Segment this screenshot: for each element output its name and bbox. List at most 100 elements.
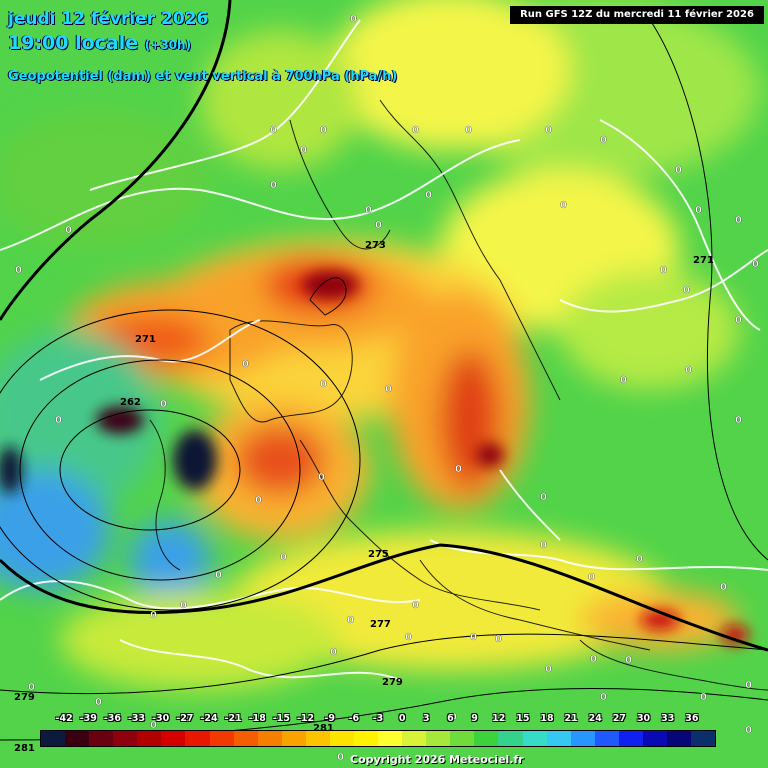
zero-label: 0 bbox=[365, 205, 372, 216]
legend-color-cell bbox=[570, 731, 595, 746]
zero-label: 0 bbox=[412, 600, 419, 611]
legend-color-cell bbox=[426, 731, 451, 746]
geopotential-isoline-bold bbox=[0, 0, 768, 652]
zero-label: 0 bbox=[180, 600, 187, 611]
legend-color-cell bbox=[546, 731, 571, 746]
zero-label: 0 bbox=[412, 125, 419, 136]
zero-label: 0 bbox=[545, 125, 552, 136]
geopotential-label: 273 bbox=[365, 240, 386, 251]
geopotential-label: 271 bbox=[693, 255, 714, 266]
legend-tick-label: 15 bbox=[516, 713, 530, 724]
zero-label: 0 bbox=[700, 692, 707, 703]
legend-color-cell bbox=[642, 731, 668, 746]
legend-tick-label: -9 bbox=[324, 713, 335, 724]
zero-label: 0 bbox=[270, 125, 277, 136]
zero-labels: 0 0 0 0 0 0 0 0 0 0 0 0 0 0 0 0 0 0 0 0 0 0 0 0 0 0 0 0 0 0 0 0 0 0 0 0 0 0 0 0… bbox=[15, 14, 759, 763]
geopotential-label: 279 bbox=[14, 692, 35, 703]
zero-label: 0 bbox=[95, 697, 102, 708]
forecast-time: 19:00 locale (+30h) bbox=[8, 32, 191, 54]
legend-tick-label: 9 bbox=[471, 713, 478, 724]
zero-label: 0 bbox=[620, 375, 627, 386]
zero-label: 0 bbox=[242, 359, 249, 370]
zero-label: 0 bbox=[470, 632, 477, 643]
legend-tick-label: -15 bbox=[272, 713, 290, 724]
zero-label: 0 bbox=[55, 415, 62, 426]
forecast-date: jeudi 12 février 2026 bbox=[8, 9, 209, 29]
zero-label: 0 bbox=[150, 720, 157, 731]
geopotential-label: 281 bbox=[14, 743, 35, 754]
zero-label: 0 bbox=[337, 752, 344, 763]
zero-label: 0 bbox=[425, 190, 432, 201]
legend-tick-label: 0 bbox=[398, 713, 406, 724]
legend-color-cell bbox=[378, 731, 403, 746]
zero-label: 0 bbox=[347, 615, 354, 626]
legend-tick-label: 3 bbox=[422, 713, 430, 724]
zero-label: 0 bbox=[720, 582, 727, 593]
zero-label: 0 bbox=[636, 554, 643, 565]
zero-label: 0 bbox=[683, 285, 690, 296]
zero-label: 0 bbox=[318, 472, 325, 483]
zero-label: 0 bbox=[625, 655, 632, 666]
forecast-lead: (+30h) bbox=[144, 38, 192, 52]
legend-tick-label: -18 bbox=[248, 713, 266, 724]
zero-label: 0 bbox=[160, 399, 167, 410]
legend-tick-label: 30 bbox=[636, 713, 651, 724]
geopotential-labels: 271 262 273 275 277 279 279 281 271 281 bbox=[14, 240, 714, 754]
legend-color-cell bbox=[618, 731, 643, 746]
legend-tick-label: -30 bbox=[152, 713, 170, 724]
zero-label: 0 bbox=[495, 634, 502, 645]
zero-contours bbox=[0, 19, 768, 681]
legend-tick-label: -39 bbox=[79, 713, 97, 724]
legend-color-cell bbox=[281, 731, 306, 746]
legend-color-cell bbox=[209, 731, 234, 746]
legend-color-cell bbox=[594, 731, 619, 746]
legend-color-cell bbox=[185, 731, 210, 746]
zero-label: 0 bbox=[660, 265, 667, 276]
zero-label: 0 bbox=[320, 379, 327, 390]
legend-color-cell bbox=[329, 731, 355, 746]
zero-label: 0 bbox=[455, 464, 462, 475]
legend-tick-label: -24 bbox=[200, 713, 218, 724]
zero-label: 0 bbox=[735, 315, 742, 326]
zero-label: 0 bbox=[540, 492, 547, 503]
color-legend: -42 -39 -36 -33 -30 -27 -24 -21 -18 -15 -12 -9 -6 -3 0… bbox=[40, 713, 716, 748]
legend-color-cell bbox=[498, 731, 523, 746]
legend-color-cell bbox=[233, 731, 258, 746]
forecast-time-value: 19:00 locale bbox=[8, 32, 139, 54]
zero-label: 0 bbox=[28, 682, 35, 693]
legend-tick-label: 12 bbox=[492, 713, 506, 724]
legend-tick-label: 21 bbox=[564, 713, 578, 724]
zero-label: 0 bbox=[450, 712, 457, 723]
zero-label: 0 bbox=[65, 225, 72, 236]
legend-tick-label: -27 bbox=[176, 713, 194, 724]
zero-label: 0 bbox=[465, 125, 472, 136]
legend-tick-label: 27 bbox=[612, 713, 627, 724]
legend-tick-label: -33 bbox=[127, 713, 146, 724]
legend-color-cell bbox=[41, 731, 66, 746]
legend-tick-label: 18 bbox=[540, 713, 554, 724]
zero-label: 0 bbox=[375, 220, 382, 231]
zero-label: 0 bbox=[300, 145, 307, 156]
geopotential-label: 271 bbox=[135, 334, 156, 345]
geopotential-label: 275 bbox=[368, 549, 389, 560]
legend-color-cell bbox=[65, 731, 90, 746]
zero-label: 0 bbox=[600, 135, 607, 146]
legend-color-cell bbox=[450, 731, 475, 746]
legend-tick-label: 24 bbox=[588, 713, 602, 724]
zero-label: 0 bbox=[745, 725, 752, 736]
legend-color-cell bbox=[402, 731, 427, 746]
legend-tick-label: -6 bbox=[348, 713, 360, 724]
legend-color-cell bbox=[161, 731, 186, 746]
geopotential-isolines bbox=[0, 19, 768, 741]
zero-label: 0 bbox=[385, 384, 392, 395]
run-info: Run GFS 12Z du mercredi 11 février 2026 bbox=[510, 6, 764, 24]
legend-color-cell bbox=[354, 731, 379, 746]
zero-label: 0 bbox=[675, 165, 682, 176]
zero-label: 0 bbox=[540, 540, 547, 551]
legend-color-cell bbox=[522, 731, 547, 746]
geopotential-label: 277 bbox=[370, 619, 391, 630]
zero-label: 0 bbox=[695, 205, 702, 216]
zero-label: 0 bbox=[600, 692, 607, 703]
zero-label: 0 bbox=[330, 647, 337, 658]
